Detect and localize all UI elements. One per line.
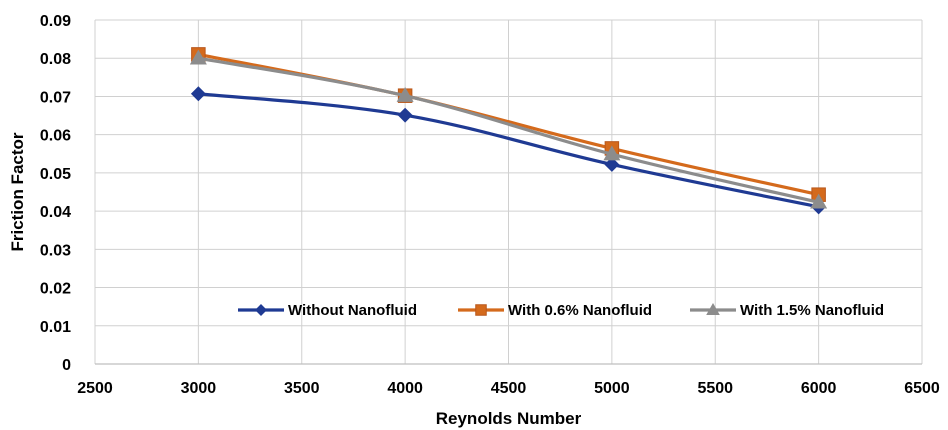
diamond-series-point [397, 107, 413, 123]
x-tick-label: 4000 [387, 380, 423, 397]
y-tick-label: 0.01 [40, 319, 71, 336]
y-tick-label: 0.03 [40, 242, 71, 259]
y-tick-label: 0.04 [40, 204, 71, 221]
diamond-series-point [604, 157, 620, 172]
triangle-series-point [396, 87, 414, 102]
x-tick-label: 3500 [284, 380, 320, 397]
axis-layer: 2500 3000 3500 4000 4500 5000 5500 6000 6500 0 0.0… [40, 13, 940, 397]
diamond-series-line [198, 92, 819, 209]
y-tick-label: 0.08 [40, 51, 71, 68]
x-tick-label: 6500 [904, 380, 940, 397]
grid-layer [94, 19, 923, 365]
y-axis-title: Friction Factor [8, 132, 27, 251]
series-3 [189, 49, 828, 209]
x-tick-label: 4500 [491, 380, 527, 397]
x-tick-label: 5500 [697, 380, 733, 397]
y-tick-label: 0.09 [40, 13, 71, 30]
legend-item-3: With 1.5% Nanofluid [690, 302, 884, 319]
y-tick-label: 0 [62, 357, 71, 374]
y-tick-label: 0.05 [40, 166, 71, 183]
x-tick-label: 3000 [181, 380, 217, 397]
y-tick-label: 0.02 [40, 281, 71, 298]
legend-label: With 1.5% Nanofluid [740, 302, 884, 319]
legend-marker [475, 304, 487, 316]
legend-marker [255, 304, 267, 316]
legend-label: With 0.6% Nanofluid [508, 302, 652, 319]
legend: Without Nanofluid With 0.6% Nanofluid With… [238, 302, 884, 319]
triangle-series-point [810, 193, 828, 209]
triangle-series-point [189, 49, 207, 65]
legend-item-2: With 0.6% Nanofluid [458, 302, 652, 319]
y-tick-label: 0.07 [40, 89, 71, 106]
x-axis-title: Reynolds Number [436, 409, 582, 428]
y-tick-label: 0.06 [40, 128, 71, 145]
legend-label: Without Nanofluid [288, 302, 417, 319]
legend-marker [706, 303, 720, 315]
diamond-series-point [190, 86, 206, 102]
triangle-series-point [603, 145, 621, 161]
x-tick-label: 2500 [77, 380, 113, 397]
legend-item-1: Without Nanofluid [238, 302, 417, 319]
triangle-series-line [198, 56, 819, 204]
series-layer [189, 47, 828, 215]
x-tick-label: 6000 [801, 380, 837, 397]
x-tick-label: 5000 [594, 380, 630, 397]
